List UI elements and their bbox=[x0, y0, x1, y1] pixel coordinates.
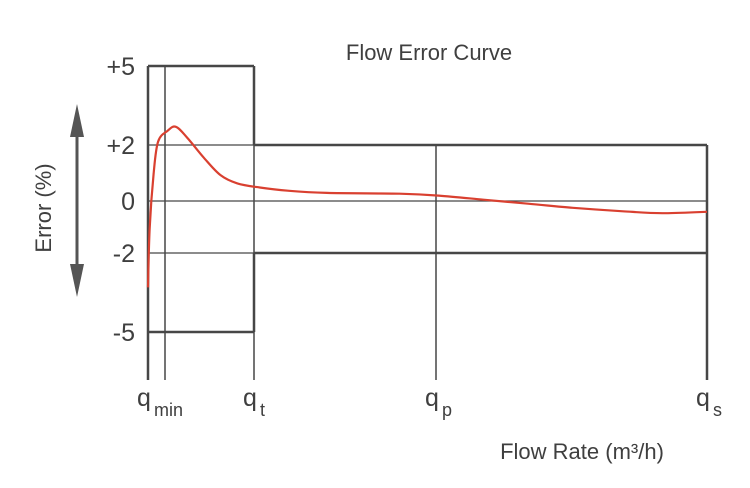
chart-title: Flow Error Curve bbox=[346, 40, 512, 65]
arrow-up-head bbox=[70, 104, 84, 137]
x-tick-subscript: s bbox=[713, 400, 722, 420]
y-tick-label: +5 bbox=[106, 53, 135, 81]
arrow-down-head bbox=[70, 264, 84, 297]
x-tick-labels: q min q t q p q s bbox=[137, 384, 722, 420]
x-axis-label: Flow Rate (m³/h) bbox=[500, 439, 664, 464]
x-tick-subscript: min bbox=[154, 400, 183, 420]
x-tick-label: q bbox=[243, 384, 257, 412]
x-tick-label: q bbox=[137, 384, 151, 412]
error-curves bbox=[146, 125, 708, 288]
y-tick-label: 0 bbox=[121, 188, 135, 216]
y-axis-arrow bbox=[70, 104, 84, 297]
y-tick-labels: +5 +2 0 -2 -5 bbox=[106, 53, 135, 347]
error-curve-line bbox=[146, 125, 708, 288]
y-tick-label: -5 bbox=[113, 319, 135, 347]
y-tick-label: +2 bbox=[106, 132, 135, 160]
y-axis-label: Error (%) bbox=[31, 163, 56, 252]
x-tick-label: q bbox=[425, 384, 439, 412]
x-tick-subscript: t bbox=[260, 400, 265, 420]
error-limit-frames bbox=[146, 64, 709, 380]
x-tick-label: q bbox=[696, 384, 710, 412]
x-tick-subscript: p bbox=[442, 400, 452, 420]
y-tick-label: -2 bbox=[113, 240, 135, 268]
